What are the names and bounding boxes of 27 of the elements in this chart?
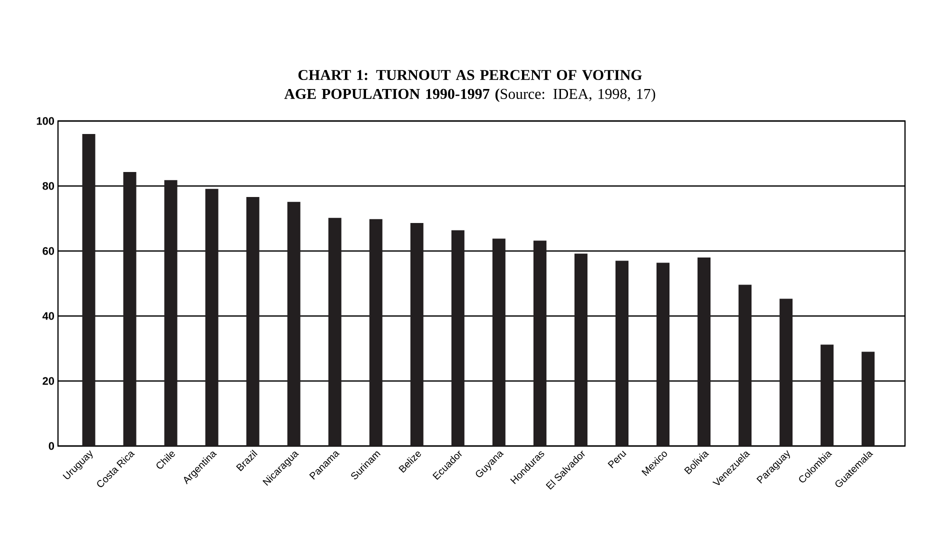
bar bbox=[287, 202, 300, 446]
bar bbox=[328, 218, 342, 446]
y-tick-label: 0 bbox=[48, 442, 54, 450]
bar bbox=[246, 197, 260, 446]
y-tick-label: 80 bbox=[42, 182, 54, 190]
bar bbox=[451, 230, 464, 446]
bar bbox=[656, 262, 670, 446]
y-tick-label: 20 bbox=[42, 377, 54, 385]
bar bbox=[123, 172, 136, 446]
bar bbox=[205, 188, 218, 446]
bar bbox=[574, 254, 588, 446]
bar bbox=[492, 238, 506, 446]
bar bbox=[738, 284, 752, 446]
bar bbox=[164, 180, 178, 446]
chart-title: CHART 1: TURNOUT AS PERCENT OF VOTING AGE POPULATION 1990-1997 (Source: IDEA, 1998, 17) bbox=[284, 70, 656, 102]
bar bbox=[615, 260, 628, 446]
y-tick-label: 100 bbox=[36, 117, 54, 125]
bar bbox=[780, 298, 793, 446]
y-tick-label: 40 bbox=[42, 312, 54, 320]
bar bbox=[698, 257, 711, 446]
bar bbox=[410, 223, 424, 446]
bar bbox=[369, 219, 382, 446]
bar bbox=[820, 344, 834, 446]
bar bbox=[533, 240, 546, 446]
y-tick-label: 60 bbox=[42, 247, 54, 255]
bar bbox=[862, 352, 875, 446]
bar bbox=[82, 134, 96, 446]
